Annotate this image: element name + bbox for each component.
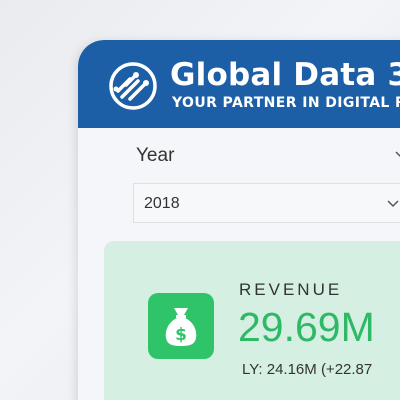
revenue-kpi-card: $ REVENUE 29.69M LY: 24.16M (+22.87 bbox=[104, 241, 400, 400]
kpi-comparison: LY: 24.16M (+22.87 bbox=[242, 361, 373, 378]
kpi-label: REVENUE bbox=[239, 280, 343, 299]
svg-text:$: $ bbox=[175, 325, 187, 345]
chevron-down-icon[interactable] bbox=[394, 148, 400, 162]
year-dropdown[interactable]: 2018 bbox=[133, 183, 400, 223]
dashboard-card: Global Data 3 YOUR PARTNER IN DIGITAL R … bbox=[78, 40, 400, 400]
money-bag-icon: $ bbox=[148, 293, 214, 359]
brand-title: Global Data 3 bbox=[170, 57, 400, 93]
globe-circuit-icon bbox=[108, 61, 158, 111]
year-dropdown-value: 2018 bbox=[144, 195, 180, 212]
brand-tagline: YOUR PARTNER IN DIGITAL R bbox=[172, 95, 400, 111]
year-filter-label: Year bbox=[136, 145, 175, 166]
chevron-down-icon[interactable] bbox=[386, 197, 400, 211]
kpi-value: 29.69M bbox=[238, 304, 375, 350]
header-banner: Global Data 3 YOUR PARTNER IN DIGITAL R bbox=[78, 40, 400, 128]
